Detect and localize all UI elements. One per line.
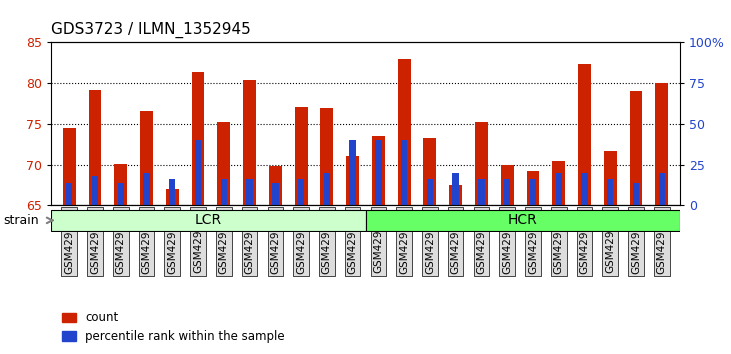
Bar <box>169 179 175 205</box>
Bar <box>556 173 562 205</box>
Bar <box>633 183 639 205</box>
Bar <box>553 161 565 205</box>
Bar <box>88 90 102 205</box>
Legend: count, percentile rank within the sample: count, percentile rank within the sample <box>57 307 289 348</box>
Text: LCR: LCR <box>194 213 222 227</box>
Bar <box>295 107 308 205</box>
Bar <box>63 128 75 205</box>
Bar <box>92 176 98 205</box>
Bar <box>450 185 462 205</box>
Bar <box>324 173 330 205</box>
Bar <box>656 83 668 205</box>
Bar <box>659 173 665 205</box>
Bar <box>629 91 643 205</box>
Text: strain: strain <box>3 214 39 227</box>
Bar <box>143 173 150 205</box>
FancyBboxPatch shape <box>366 210 680 231</box>
Bar <box>501 165 514 205</box>
Bar <box>372 136 385 205</box>
Bar <box>140 111 153 205</box>
Bar <box>475 122 488 205</box>
Bar <box>192 72 205 205</box>
Text: GDS3723 / ILMN_1352945: GDS3723 / ILMN_1352945 <box>51 22 251 38</box>
Bar <box>118 183 124 205</box>
Bar <box>478 179 485 205</box>
Bar <box>401 140 407 205</box>
Bar <box>194 140 201 205</box>
Bar <box>398 59 411 205</box>
FancyBboxPatch shape <box>51 210 366 231</box>
Bar <box>346 156 359 205</box>
Bar <box>607 179 613 205</box>
Bar <box>221 179 227 205</box>
Bar <box>581 173 588 205</box>
Bar <box>246 179 253 205</box>
Bar <box>66 183 72 205</box>
Bar <box>604 151 617 205</box>
Bar <box>349 140 356 205</box>
Bar <box>504 179 510 205</box>
Bar <box>298 179 304 205</box>
Bar <box>320 108 333 205</box>
Bar <box>272 183 279 205</box>
Bar <box>427 179 433 205</box>
Bar <box>166 189 178 205</box>
Bar <box>375 140 382 205</box>
Bar <box>217 122 230 205</box>
Bar <box>269 166 281 205</box>
Bar <box>423 138 436 205</box>
Bar <box>526 171 539 205</box>
Bar <box>243 80 256 205</box>
Bar <box>452 173 459 205</box>
Bar <box>578 64 591 205</box>
Bar <box>530 179 537 205</box>
Text: HCR: HCR <box>508 213 537 227</box>
Bar <box>114 164 127 205</box>
